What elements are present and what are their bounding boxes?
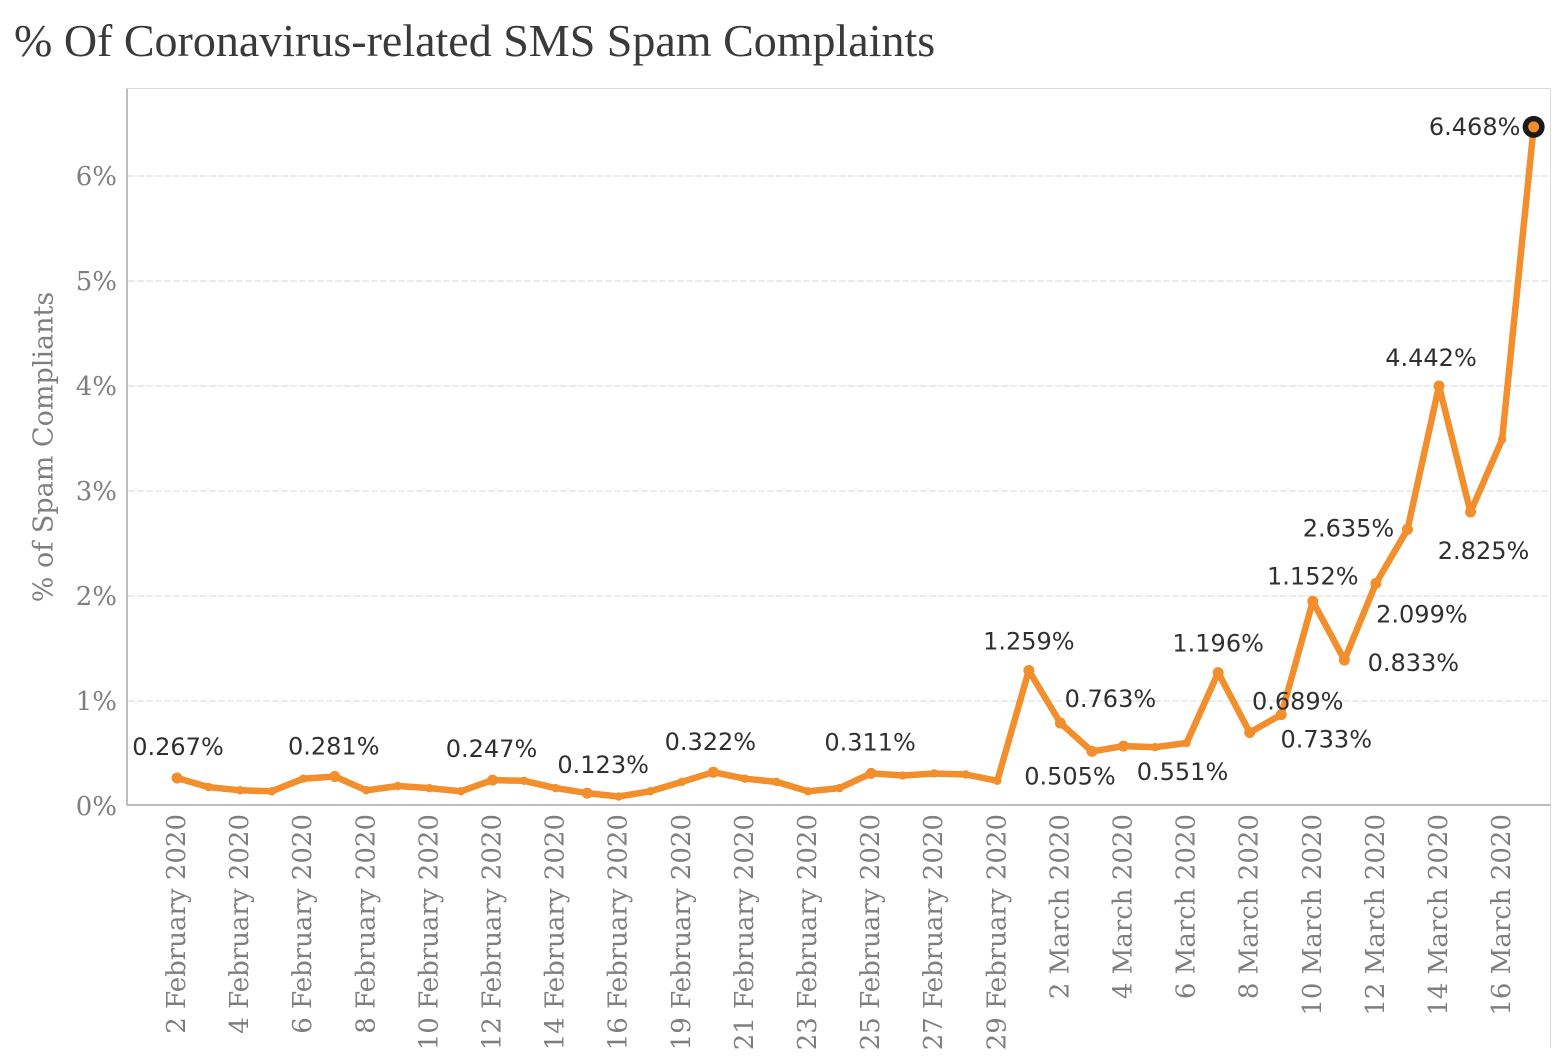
data-point-label: 0.689%: [1252, 688, 1344, 716]
data-point[interactable]: [677, 777, 686, 787]
data-point-label: 2.099%: [1376, 600, 1468, 628]
data-point[interactable]: [1497, 435, 1507, 444]
data-point[interactable]: [329, 770, 341, 782]
x-tick-label: 27 February 2020: [919, 814, 949, 1050]
data-point-label: 0.267%: [132, 733, 224, 761]
data-point[interactable]: [1275, 709, 1287, 721]
data-point[interactable]: [551, 783, 560, 793]
data-point[interactable]: [1212, 667, 1224, 679]
y-tick-label: 3%: [76, 477, 117, 507]
y-tick-label: 0%: [76, 792, 117, 822]
data-point[interactable]: [803, 787, 813, 796]
final-point-marker[interactable]: [1528, 121, 1540, 133]
data-point-label: 2.825%: [1438, 537, 1530, 565]
data-point[interactable]: [267, 787, 276, 796]
data-point[interactable]: [865, 767, 877, 779]
y-tick-label: 6%: [76, 162, 117, 192]
x-tick-label: 8 February 2020: [351, 814, 381, 1034]
x-tick-label: 4 March 2020: [1109, 814, 1139, 999]
chart-title: % Of Coronavirus-related SMS Spam Compla…: [14, 15, 936, 66]
data-point[interactable]: [898, 771, 907, 780]
x-tick-label: 4 February 2020: [225, 814, 255, 1034]
data-point[interactable]: [393, 781, 403, 791]
y-axis-title: % of Spam Compliants: [29, 292, 60, 602]
data-point[interactable]: [487, 774, 498, 786]
data-point[interactable]: [1401, 523, 1413, 535]
y-tick-label: 2%: [76, 582, 117, 612]
data-point[interactable]: [646, 787, 655, 796]
x-tick-label: 14 February 2020: [541, 814, 571, 1050]
x-tick-label: 12 February 2020: [478, 814, 508, 1050]
x-tick-label: 8 March 2020: [1235, 814, 1265, 999]
data-point-label: 0.322%: [665, 728, 757, 756]
data-point[interactable]: [1086, 745, 1098, 757]
data-point[interactable]: [425, 783, 434, 793]
data-point[interactable]: [1338, 654, 1350, 666]
data-point[interactable]: [299, 774, 308, 783]
data-point-label: 0.281%: [288, 732, 380, 760]
data-point[interactable]: [362, 786, 371, 795]
data-point-label: 0.123%: [557, 751, 649, 779]
x-tick-label: 6 February 2020: [288, 814, 318, 1034]
x-tick-label: 10 March 2020: [1298, 814, 1328, 1016]
data-point[interactable]: [930, 769, 939, 778]
x-tick-label: 25 February 2020: [856, 814, 886, 1050]
x-tick-label: 2 February 2020: [162, 814, 192, 1034]
data-point[interactable]: [740, 774, 750, 783]
data-point-label: 1.152%: [1267, 562, 1359, 590]
data-point-label: 1.259%: [983, 628, 1075, 656]
x-tick-label: 10 February 2020: [414, 814, 444, 1050]
data-point-label: 0.311%: [824, 728, 916, 756]
data-point-label: 0.247%: [446, 735, 538, 763]
data-point[interactable]: [1118, 740, 1129, 752]
data-point[interactable]: [707, 766, 719, 778]
data-point[interactable]: [1370, 577, 1382, 589]
data-point-label: 0.733%: [1280, 726, 1372, 754]
data-point[interactable]: [835, 783, 844, 793]
data-point[interactable]: [1244, 727, 1256, 738]
data-point-label: 0.763%: [1065, 685, 1157, 713]
x-tick-label: 16 March 2020: [1487, 814, 1517, 1016]
x-tick-label: 14 March 2020: [1424, 814, 1454, 1016]
x-tick-label: 16 February 2020: [604, 814, 634, 1050]
x-tick-label: 19 February 2020: [667, 814, 697, 1050]
data-point[interactable]: [993, 776, 1002, 785]
y-tick-label: 1%: [76, 687, 117, 717]
data-point[interactable]: [1433, 380, 1445, 392]
y-tick-label: 5%: [76, 267, 117, 297]
data-point[interactable]: [519, 776, 529, 785]
x-tick-label: 6 March 2020: [1172, 814, 1202, 999]
data-point[interactable]: [1054, 717, 1066, 729]
data-point[interactable]: [581, 787, 593, 799]
data-point-label: 0.551%: [1137, 758, 1229, 786]
data-point-label: 4.442%: [1385, 344, 1477, 372]
data-point-label: 0.505%: [1024, 762, 1116, 790]
data-point[interactable]: [614, 792, 623, 801]
x-tick-label: 12 March 2020: [1361, 814, 1391, 1016]
data-point[interactable]: [772, 777, 781, 787]
data-point[interactable]: [1307, 595, 1319, 607]
data-point[interactable]: [235, 786, 245, 795]
data-point[interactable]: [1023, 665, 1035, 677]
x-tick-label: 29 February 2020: [982, 814, 1012, 1050]
data-point[interactable]: [204, 782, 213, 792]
series-line: [173, 123, 1537, 800]
data-point[interactable]: [171, 772, 183, 784]
data-point-label: 1.196%: [1172, 630, 1264, 658]
data-point[interactable]: [456, 787, 466, 796]
data-point-label: 2.635%: [1303, 514, 1395, 542]
data-point[interactable]: [1150, 743, 1160, 752]
data-point-label: 0.833%: [1368, 649, 1460, 677]
data-point[interactable]: [961, 770, 970, 779]
x-tick-label: 2 March 2020: [1045, 814, 1075, 999]
data-point[interactable]: [1465, 506, 1477, 518]
data-point-label: 6.468%: [1429, 113, 1521, 141]
data-point[interactable]: [1182, 738, 1191, 748]
x-tick-label: 21 February 2020: [730, 814, 760, 1050]
x-tick-label: 23 February 2020: [793, 814, 823, 1050]
y-tick-label: 4%: [76, 372, 117, 402]
